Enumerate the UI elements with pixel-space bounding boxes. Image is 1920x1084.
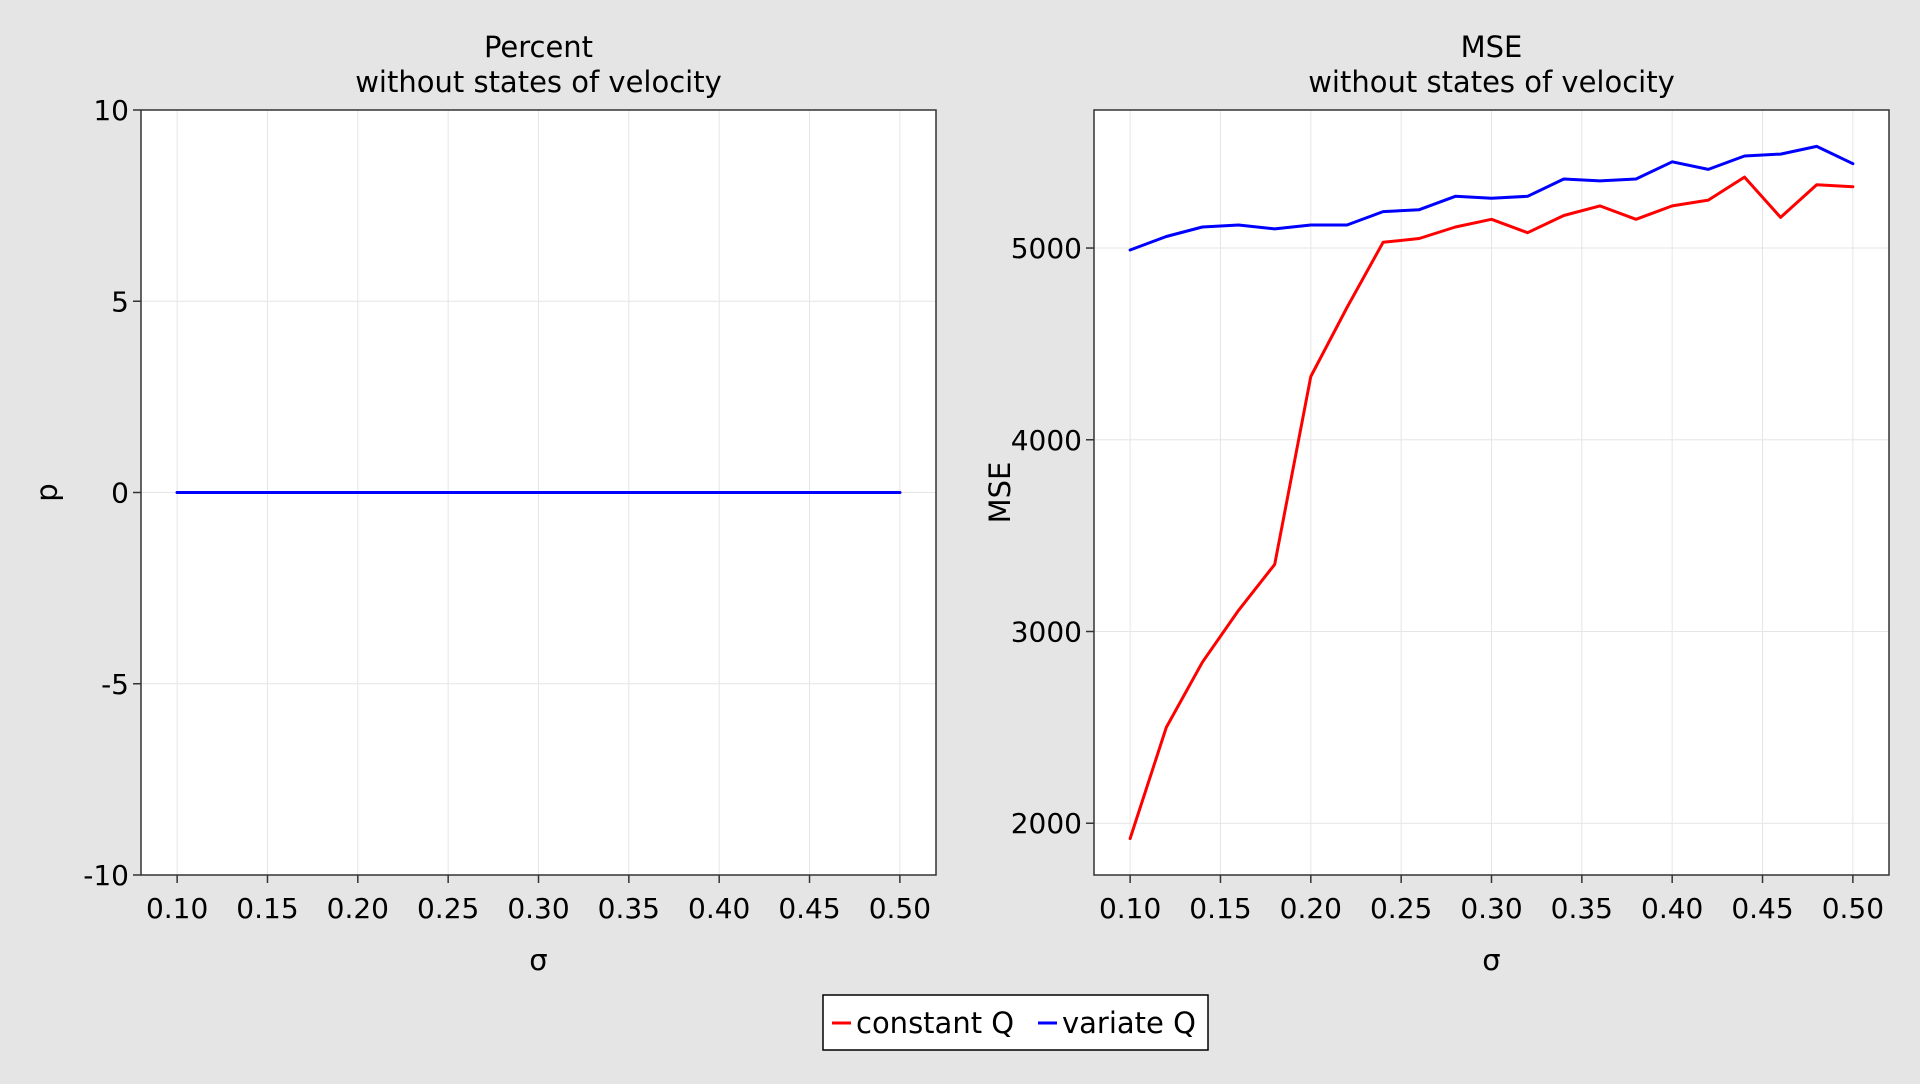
- percent-x-tick-label: 0.30: [507, 892, 569, 925]
- mse-x-tick-label: 0.25: [1370, 892, 1432, 925]
- percent-y-tick-label: 0: [111, 477, 129, 510]
- mse-y-tick-label: 2000: [1011, 807, 1082, 840]
- mse-chart-title: MSE: [1461, 30, 1523, 64]
- percent-y-tick-label: -10: [83, 859, 129, 892]
- mse-y-tick-label: 3000: [1011, 616, 1082, 649]
- percent-x-tick-label: 0.50: [869, 892, 931, 925]
- legend: constant Q variate Q: [822, 994, 1209, 1051]
- mse-y-axis-label: MSE: [983, 462, 1017, 524]
- percent-chart-title: Percent: [484, 30, 593, 64]
- percent-x-tick-label: 0.45: [778, 892, 840, 925]
- percent-x-tick-label: 0.40: [688, 892, 750, 925]
- mse-y-tick-label: 4000: [1011, 424, 1082, 457]
- legend-label: constant Q: [856, 1006, 1014, 1040]
- mse-y-tick-label: 5000: [1011, 232, 1082, 265]
- percent-x-tick-label: 0.35: [598, 892, 660, 925]
- percent-x-tick-label: 0.10: [146, 892, 208, 925]
- percent-y-tick-label: 10: [93, 94, 129, 127]
- mse-x-tick-label: 0.35: [1551, 892, 1613, 925]
- mse-series-line-constant-q: [1128, 175, 1855, 841]
- mse-series-line-variate-q: [1128, 144, 1855, 252]
- percent-panel: 0.10 0.15 0.20 0.25 0.30 0.35 0.40 0.45 0.50 -10 -…: [30, 30, 937, 977]
- mse-x-axis-label: σ: [1482, 943, 1500, 977]
- percent-y-axis-label: p: [30, 483, 64, 501]
- mse-x-tick-label: 0.15: [1189, 892, 1251, 925]
- percent-x-tick-label: 0.15: [236, 892, 298, 925]
- mse-x-tick-label: 0.40: [1641, 892, 1703, 925]
- mse-x-tick-label: 0.10: [1099, 892, 1161, 925]
- percent-chart-subtitle: without states of velocity: [355, 65, 722, 99]
- mse-x-tick-label: 0.50: [1822, 892, 1884, 925]
- mse-chart-subtitle: without states of velocity: [1308, 65, 1675, 99]
- percent-x-tick-label: 0.20: [327, 892, 389, 925]
- percent-x-tick-label: 0.25: [417, 892, 479, 925]
- percent-y-tick-label: -5: [101, 668, 129, 701]
- mse-x-tick-label: 0.20: [1280, 892, 1342, 925]
- percent-y-tick-label: 5: [111, 285, 129, 318]
- legend-box: [822, 994, 1209, 1051]
- mse-panel: 0.10 0.15 0.20 0.25 0.30 0.35 0.40 0.45 0.50 2000…: [983, 30, 1890, 977]
- legend-label: variate Q: [1062, 1006, 1196, 1040]
- mse-x-tick-label: 0.45: [1731, 892, 1793, 925]
- mse-x-tick-label: 0.30: [1460, 892, 1522, 925]
- percent-x-axis-label: σ: [529, 943, 547, 977]
